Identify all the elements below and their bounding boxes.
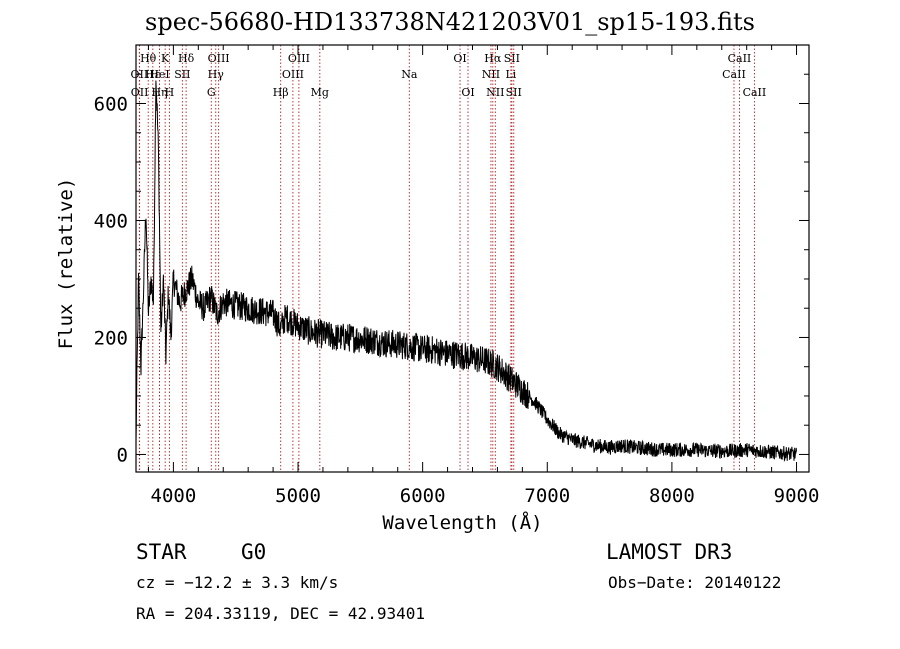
spectral-line-label: Li xyxy=(505,68,516,81)
spectral-line-label: Hα xyxy=(484,52,502,65)
y-axis-label: Flux (relative) xyxy=(55,178,77,350)
spectral-line-label: Hε xyxy=(145,68,161,81)
spectral-line-label: CaII xyxy=(728,52,752,65)
spectral-line-label: Na xyxy=(401,68,418,81)
y-tick-label: 200 xyxy=(94,327,128,349)
coordinates: RA = 204.33119, DEC = 42.93401 xyxy=(136,604,425,623)
spectral-line-label: OI xyxy=(453,52,466,65)
spectral-line-label: NII xyxy=(486,86,504,99)
x-tick-label: 6000 xyxy=(400,485,446,507)
y-tick-label: 600 xyxy=(94,93,128,115)
spectrum-line xyxy=(135,80,797,462)
x-axis-label: Wavelength (Å) xyxy=(382,511,542,534)
obs-date: Obs−Date: 20140122 xyxy=(608,573,782,592)
x-tick-label: 9000 xyxy=(774,485,820,507)
spectral-line-label: OIII xyxy=(288,52,310,65)
spectral-line-label: SII xyxy=(506,86,522,99)
x-tick-label: 5000 xyxy=(275,485,321,507)
spectral-line-label: SII xyxy=(504,52,520,65)
spectral-line-label: Mg xyxy=(311,86,329,99)
x-tick-label: 8000 xyxy=(649,485,695,507)
spectral-line-label: Hγ xyxy=(208,68,225,81)
spectral-line-label: H xyxy=(165,86,175,99)
spectral-line-label: CaII xyxy=(722,68,746,81)
object-class: STAR xyxy=(136,540,187,564)
spectral-line-label: G xyxy=(207,86,216,99)
spectral-line-label: OIII xyxy=(208,52,230,65)
spectral-line-label: CaII xyxy=(743,86,767,99)
axes-layer: 4000 5000 6000 7000 8000 9000 0 200 400 600 Wavele… xyxy=(55,44,820,534)
spectral-line-label: NII xyxy=(482,68,500,81)
object-subclass: G0 xyxy=(241,540,267,564)
spectral-line-label: OII xyxy=(131,86,149,99)
spectral-line-label: Hβ xyxy=(273,86,289,99)
spectral-line-label: Hδ xyxy=(178,52,195,65)
spectral-line-label: K xyxy=(161,52,170,65)
spectrum-series-layer xyxy=(135,80,797,462)
chart-title: spec-56680-HD133738N421203V01_sp15-193.f… xyxy=(145,8,755,36)
y-tick-label: 400 xyxy=(94,210,128,232)
redshift-cz: cz = −12.2 ± 3.3 km/s xyxy=(136,573,339,592)
survey-name: LAMOST DR3 xyxy=(606,540,733,564)
y-tick-label: 0 xyxy=(117,444,128,466)
plot-frame xyxy=(135,44,810,473)
spectral-line-label: OIII xyxy=(282,68,304,81)
spectral-line-label: SII xyxy=(174,68,190,81)
x-tick-label: 4000 xyxy=(151,485,197,507)
x-tick-label: 7000 xyxy=(524,485,570,507)
spectral-line-label: OI xyxy=(461,86,474,99)
spectral-line-label: Hθ xyxy=(140,52,157,65)
